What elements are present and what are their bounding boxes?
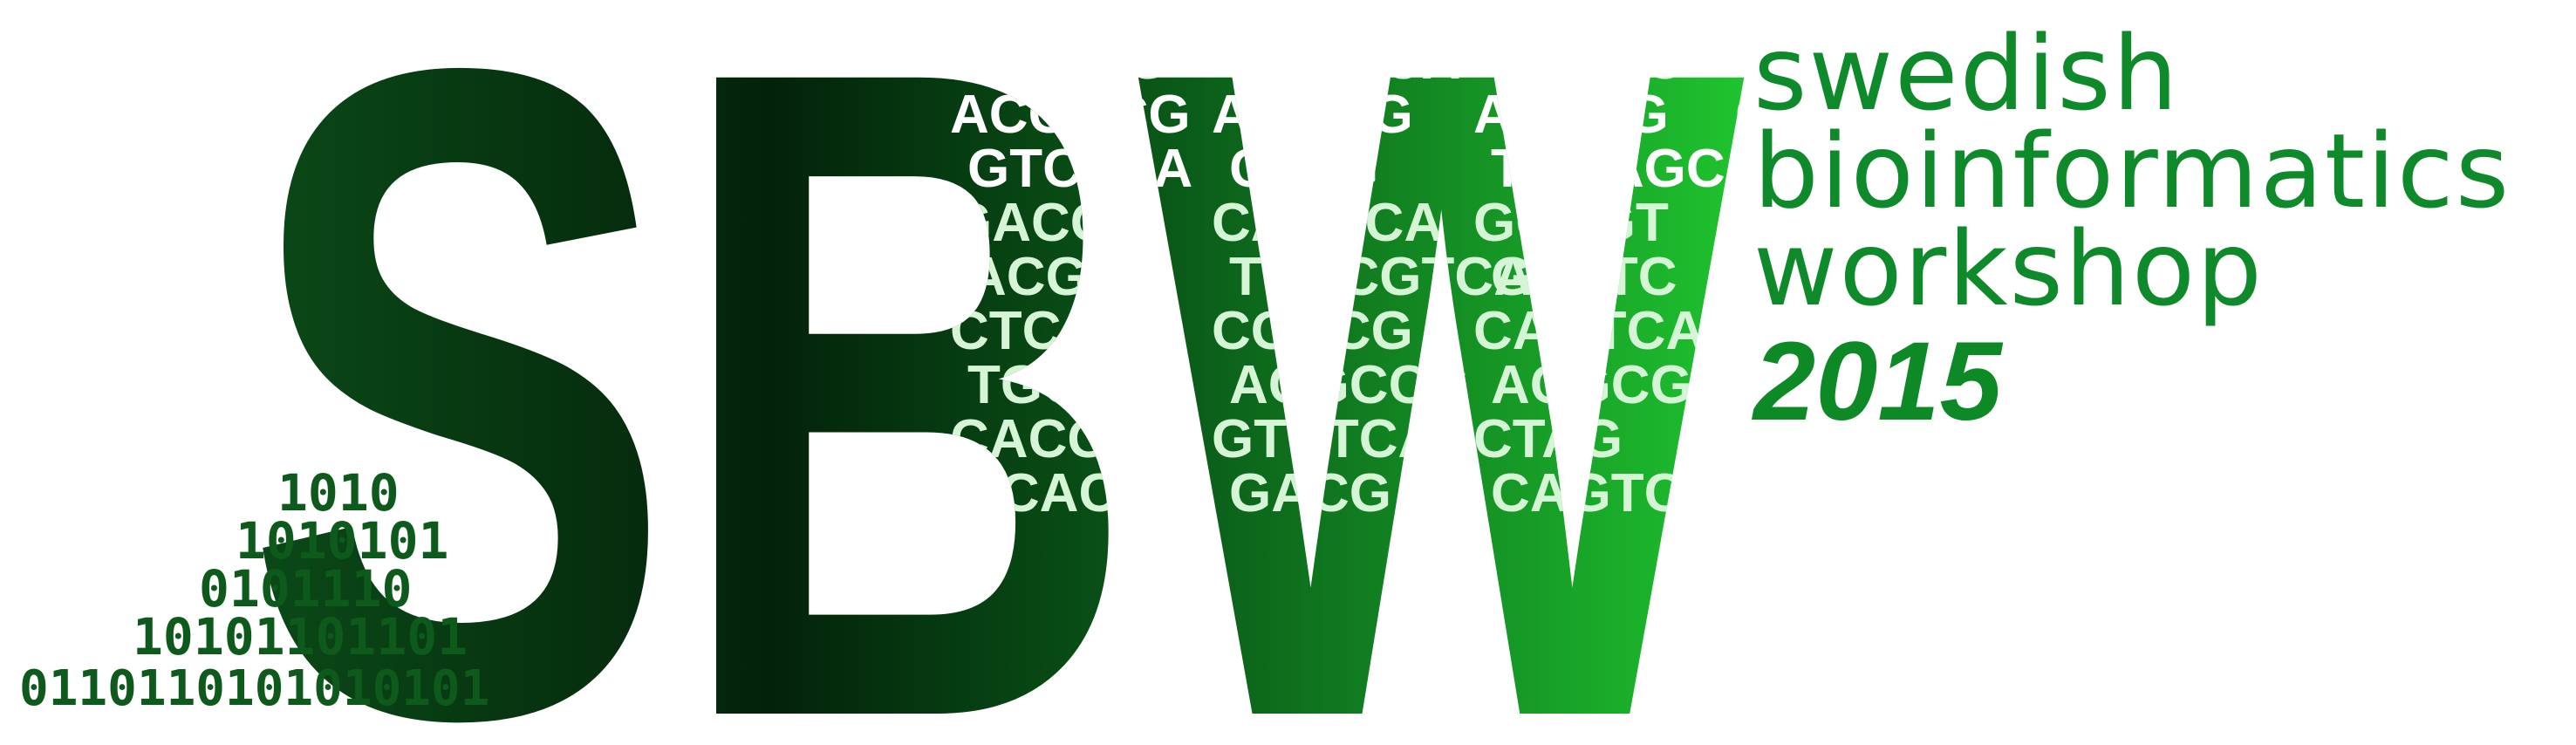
tagline-workshop: workshop: [1753, 208, 2264, 329]
dna-fragment: CAGTCA: [1491, 463, 1722, 523]
binary-row: 1010101: [236, 511, 448, 571]
binary-row: 1010: [277, 463, 400, 523]
dna-fragment: CAGTCA: [1473, 301, 1705, 361]
binary-row: 10101101101: [133, 607, 468, 666]
dna-fragment: CACGTC: [950, 409, 1181, 469]
dna-fragment: CAGTC: [1491, 31, 1683, 91]
tagline-year: 2015: [1753, 319, 2002, 444]
dna-fragment: TCACG: [967, 463, 1159, 523]
dna-fragment: ACGCG: [1212, 85, 1413, 145]
dna-fragment: ACGCCG: [950, 85, 1191, 145]
tagline: swedish bioinformatics workshop 2015: [1753, 13, 2511, 444]
tagline-bioinformatics: bioinformatics: [1753, 111, 2511, 231]
dna-fragment: TGGCA: [967, 355, 1163, 415]
dna-fragment: TCACGTCA: [1229, 247, 1533, 307]
binary-row: 0110110101010101: [19, 660, 489, 717]
dna-fragment: GTCTCA: [1212, 409, 1437, 469]
dna-fragment: AGTCG: [1473, 85, 1669, 145]
dna-fragment: ACGCG: [967, 247, 1169, 307]
dna-fragment: GCAGT: [1753, 463, 1948, 523]
dna-fragment: CAGTCA: [1212, 193, 1443, 253]
binary-row: 0101110: [199, 559, 412, 619]
dna-fragment: GACG: [1229, 463, 1391, 523]
dna-fragment: GCAGT: [1473, 193, 1669, 253]
dna-fragment: CGACG: [1212, 301, 1413, 361]
dna-fragment: ACGCG: [1491, 355, 1692, 415]
dna-fragment: GTCTCA: [967, 139, 1192, 199]
dna-fragment: CTCAC: [950, 301, 1139, 361]
dna-fragment: CGACG: [967, 31, 1169, 91]
dna-fragment: CAGTCA: [1229, 31, 1460, 91]
dna-fragment: GTCTC: [1491, 247, 1677, 307]
dna-fragment: ACGCCG: [1229, 355, 1470, 415]
sbw-letters: SBW: [244, 0, 1751, 745]
dna-fragment: TCGAGC: [1491, 139, 1725, 199]
binary-texture: 1010101010101011101010110110101101101010…: [19, 463, 489, 717]
dna-fragment: CTAG: [1229, 139, 1378, 199]
tagline-swedish: swedish: [1753, 13, 2180, 133]
dna-texture: CGACG CAGTCA CAGTC TGGCA ACGCCG ACGCG AGTCG CAC…: [950, 31, 1948, 523]
dna-fragment: GACG: [950, 193, 1112, 253]
dna-fragment: CTAG: [1473, 409, 1623, 469]
